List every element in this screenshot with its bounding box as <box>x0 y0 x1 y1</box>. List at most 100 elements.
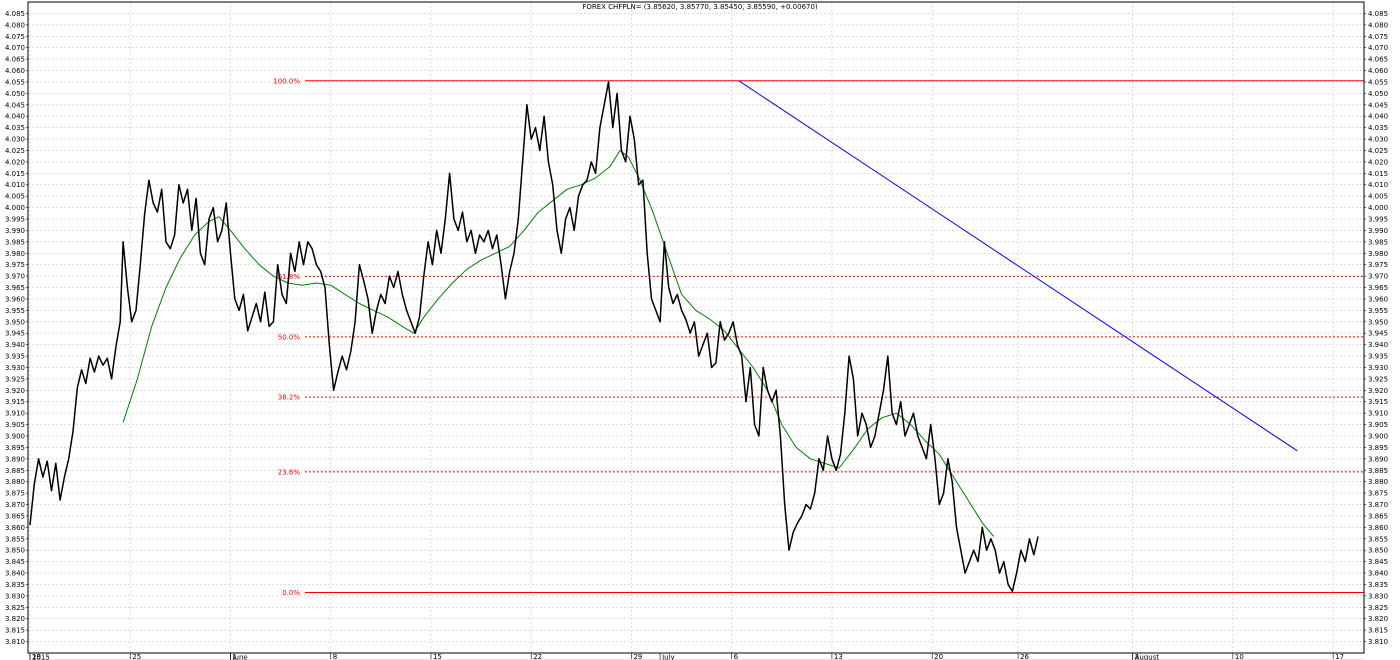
y-tick-label: 3.950 <box>1368 318 1388 326</box>
y-tick-label: 3.875 <box>1368 490 1388 498</box>
y-tick-label: 4.015 <box>1368 170 1388 178</box>
y-tick-label: 3.865 <box>5 512 25 520</box>
y-tick-label: 4.010 <box>1368 181 1388 189</box>
fib-level-label: 23.6% <box>278 468 301 476</box>
y-tick-label: 3.835 <box>1368 581 1388 589</box>
y-tick-label: 3.845 <box>5 558 25 566</box>
y-tick-label: 3.945 <box>1368 330 1388 338</box>
x-tick-label: 13 <box>834 653 843 660</box>
y-tick-label: 4.005 <box>5 193 25 201</box>
y-tick-label: 3.850 <box>5 547 25 555</box>
y-tick-label: 3.820 <box>1368 615 1388 623</box>
y-tick-label: 3.980 <box>1368 250 1388 258</box>
y-tick-label: 4.040 <box>5 113 25 121</box>
y-tick-label: 3.880 <box>5 478 25 486</box>
y-tick-label: 3.890 <box>1368 455 1388 463</box>
y-tick-label: 4.000 <box>1368 204 1388 212</box>
y-tick-label: 3.990 <box>1368 227 1388 235</box>
x-sublabel: July <box>661 654 675 660</box>
y-tick-label: 3.980 <box>5 250 25 258</box>
y-tick-label: 3.860 <box>1368 524 1388 532</box>
x-tick-label: 15 <box>433 653 442 660</box>
y-tick-label: 4.085 <box>5 10 25 18</box>
y-tick-label: 3.935 <box>5 353 25 361</box>
y-tick-label: 3.900 <box>5 433 25 441</box>
plot-frame <box>27 1 1365 654</box>
y-tick-label: 4.080 <box>5 21 25 29</box>
y-tick-label: 4.065 <box>5 56 25 64</box>
x-tick-label: 22 <box>533 653 542 660</box>
y-tick-label: 3.915 <box>5 398 25 406</box>
x-tick-label: 8 <box>333 653 337 660</box>
y-tick-label: 3.920 <box>5 387 25 395</box>
y-tick-label: 3.825 <box>5 604 25 612</box>
fibonacci-levels: 100.0%61.8%50.0%38.2%23.6%0.0% <box>273 77 1364 597</box>
moving-average-line <box>122 150 995 537</box>
y-tick-label: 3.930 <box>1368 364 1388 372</box>
y-tick-label: 3.995 <box>5 216 25 224</box>
y-tick-label: 3.865 <box>1368 512 1388 520</box>
y-tick-label: 3.990 <box>5 227 25 235</box>
fib-level-label: 50.0% <box>278 333 301 341</box>
y-tick-label: 3.825 <box>1368 604 1388 612</box>
y-tick-label: 4.075 <box>5 33 25 41</box>
y-tick-label: 4.070 <box>5 44 25 52</box>
y-tick-label: 3.975 <box>5 261 25 269</box>
x-sublabel: June <box>231 654 247 660</box>
y-tick-label: 3.985 <box>5 238 25 246</box>
y-tick-label: 3.885 <box>1368 467 1388 475</box>
y-tick-label: 3.895 <box>5 444 25 452</box>
y-tick-label: 4.000 <box>5 204 25 212</box>
y-tick-label: 3.820 <box>5 615 25 623</box>
y-tick-label: 3.855 <box>5 535 25 543</box>
y-tick-label: 3.905 <box>5 421 25 429</box>
y-tick-label: 3.910 <box>1368 410 1388 418</box>
y-tick-label: 4.070 <box>1368 44 1388 52</box>
y-axis-left: 3.810 3.815 3.820 3.825 3.830 3.835 3.840 3.845… <box>5 10 28 646</box>
x-tick-label: 1 <box>232 653 236 660</box>
y-tick-label: 3.885 <box>5 467 25 475</box>
y-tick-label: 3.845 <box>1368 558 1388 566</box>
x-tick-label: 18 <box>32 653 41 660</box>
y-tick-label: 3.940 <box>5 341 25 349</box>
y-tick-label: 3.830 <box>1368 592 1388 600</box>
y-tick-label: 3.905 <box>1368 421 1388 429</box>
y-tick-label: 4.010 <box>5 181 25 189</box>
fib-level-label: 100.0% <box>273 77 300 85</box>
x-tick-label: 10 <box>1235 653 1244 660</box>
x-tick-label: 3 <box>1135 653 1139 660</box>
trendline <box>738 80 1298 452</box>
y-tick-label: 4.035 <box>1368 124 1388 132</box>
y-tick-label: 3.880 <box>1368 478 1388 486</box>
y-tick-label: 4.055 <box>5 78 25 86</box>
y-tick-label: 4.030 <box>5 136 25 144</box>
y-tick-label: 3.920 <box>1368 387 1388 395</box>
x-sublabel: August <box>1135 654 1160 660</box>
y-tick-label: 3.870 <box>5 501 25 509</box>
y-tick-label: 3.970 <box>5 273 25 281</box>
x-tick-label: 6 <box>734 653 739 660</box>
y-tick-label: 4.020 <box>1368 158 1388 166</box>
y-tick-label: 3.975 <box>1368 261 1388 269</box>
y-tick-label: 3.965 <box>5 284 25 292</box>
y-tick-label: 4.025 <box>1368 147 1388 155</box>
y-tick-label: 3.985 <box>1368 238 1388 246</box>
y-tick-label: 4.030 <box>1368 136 1388 144</box>
y-tick-label: 3.870 <box>1368 501 1388 509</box>
y-tick-label: 3.935 <box>1368 353 1388 361</box>
y-tick-label: 4.040 <box>1368 113 1388 121</box>
y-tick-label: 3.855 <box>1368 535 1388 543</box>
y-tick-label: 3.815 <box>1368 627 1388 635</box>
y-tick-label: 4.050 <box>1368 90 1388 98</box>
y-tick-label: 4.015 <box>5 170 25 178</box>
y-tick-label: 4.035 <box>5 124 25 132</box>
y-tick-label: 4.085 <box>1368 10 1388 18</box>
y-tick-label: 3.890 <box>5 455 25 463</box>
x-tick-label: 29 <box>633 653 642 660</box>
y-tick-label: 4.080 <box>1368 21 1388 29</box>
x-tick-label: 17 <box>1335 653 1344 660</box>
price-series-line <box>29 81 1039 593</box>
